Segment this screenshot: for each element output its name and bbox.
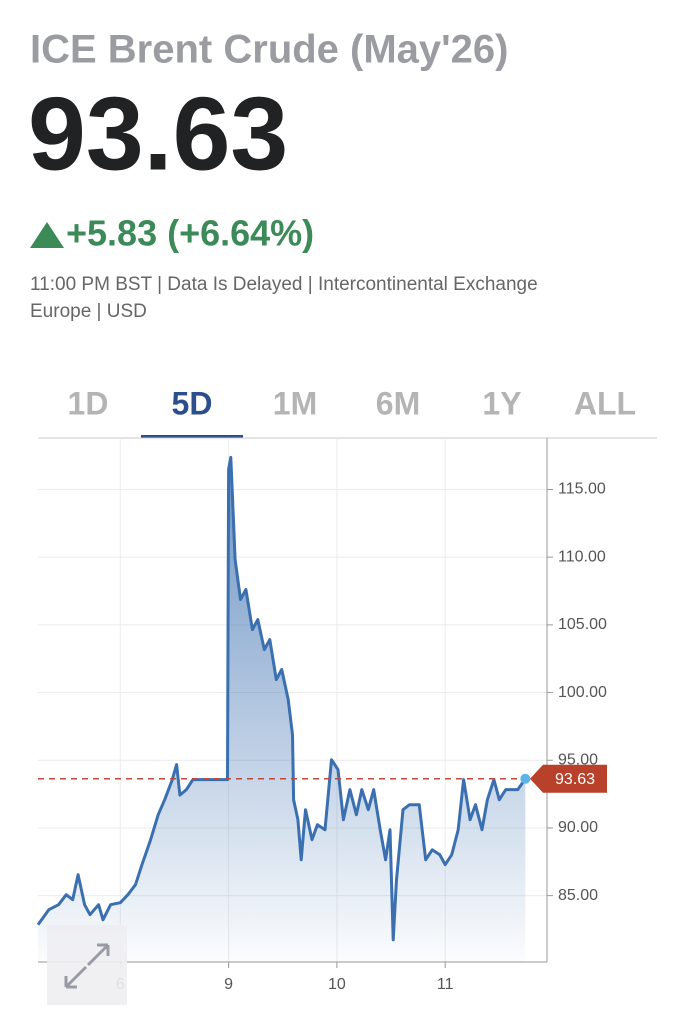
- tab[interactable]: ALL: [574, 385, 636, 421]
- tab[interactable]: 1M: [273, 385, 317, 421]
- last-price-tag: [530, 764, 607, 793]
- expand-icon: [64, 943, 110, 989]
- quote-title: ICE Brent Crude (May'26): [30, 28, 509, 72]
- tab[interactable]: 6M: [376, 385, 420, 421]
- tab-bar: 1D 5D 1M 6M 1Y ALL: [68, 385, 636, 438]
- chart: 85.0090.0095.00100.00105.00110.00115.006…: [36, 438, 607, 993]
- quote-meta: Europe | USD: [30, 301, 147, 322]
- y-tick-label: 100.00: [558, 684, 607, 701]
- y-tick-label: 90.00: [558, 819, 598, 836]
- quote-price: 93.63: [28, 76, 288, 192]
- last-price-label: 93.63: [555, 771, 595, 788]
- x-tick-label: 10: [328, 976, 346, 993]
- y-tick-label: 95.00: [558, 751, 598, 768]
- last-point: [520, 773, 531, 784]
- price-line: [36, 455, 527, 942]
- tab[interactable]: 1Y: [482, 385, 521, 421]
- y-tick-label: 115.00: [558, 481, 606, 498]
- quote-change: +5.83 (+6.64%): [66, 213, 314, 254]
- x-tick-label: 9: [224, 976, 233, 993]
- up-arrow: [30, 222, 64, 248]
- y-tick-label: 105.00: [558, 616, 607, 633]
- area: [38, 457, 526, 962]
- quote-meta: 11:00 PM BST | Data Is Delayed | Interco…: [30, 274, 538, 295]
- tab-underline: [141, 435, 243, 438]
- y-tick-label: 85.00: [558, 887, 598, 904]
- tab[interactable]: 5D: [172, 385, 213, 421]
- y-tick-label: 110.00: [558, 548, 606, 565]
- tab[interactable]: 1D: [68, 385, 109, 421]
- expand-button[interactable]: [47, 925, 127, 1005]
- x-tick-label: 11: [437, 976, 454, 993]
